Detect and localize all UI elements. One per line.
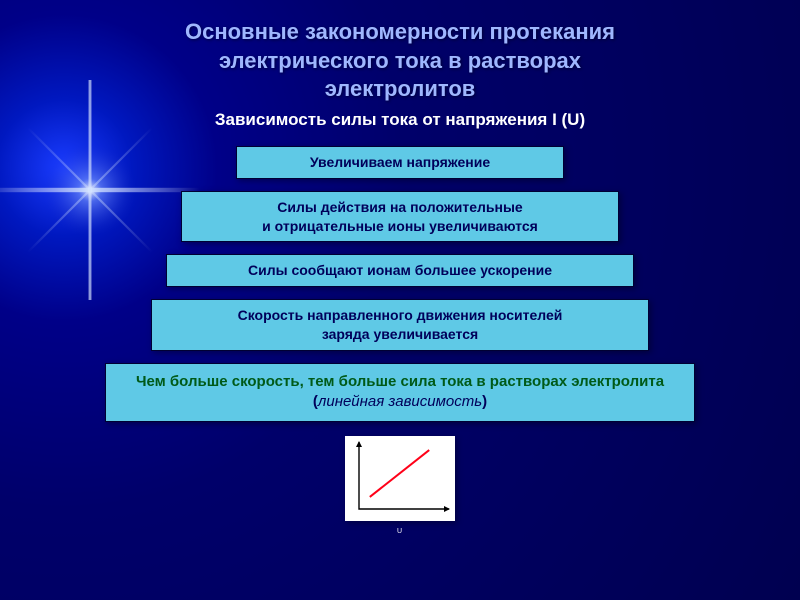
flow-box-4: Скорость направленного движения носителе… <box>151 299 649 351</box>
conclusion-paren-close: ) <box>482 393 487 410</box>
title-line-1: Основные закономерности протекания <box>185 19 615 44</box>
flowchart: Увеличиваем напряжение Силы действия на … <box>40 146 760 521</box>
flow-box-5-conclusion: Чем больше скорость, тем больше сила ток… <box>105 363 695 422</box>
flow-box-1: Увеличиваем напряжение <box>236 146 564 179</box>
title-line-2: электрического тока в растворах <box>219 48 581 73</box>
slide-title: Основные закономерности протекания элект… <box>40 18 760 104</box>
flow-box-3: Силы сообщают ионам большее ускорение <box>166 254 634 287</box>
iv-chart: U <box>345 436 455 521</box>
slide-subtitle: Зависимость силы тока от напряжения I (U… <box>40 110 760 130</box>
conclusion-main: Чем больше скорость, тем больше сила ток… <box>136 373 664 390</box>
chart-x-label: U <box>397 528 403 535</box>
conclusion-italic: линейная зависимость <box>318 393 482 410</box>
flow-box-2: Силы действия на положительныеи отрицате… <box>181 191 619 243</box>
slide-content: Основные закономерности протекания элект… <box>0 0 800 521</box>
title-line-3: электролитов <box>325 76 476 101</box>
